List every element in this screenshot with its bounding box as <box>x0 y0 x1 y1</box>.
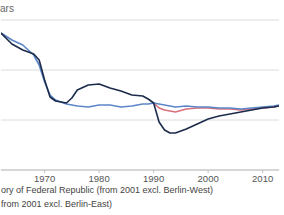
chart: ars 1970 1980 1990 2000 2010 ory of Federal Re… <box>0 0 284 215</box>
legend-entry: from 2001 excl. Berlin-East) <box>1 199 112 209</box>
legend-entry: ory of Federal Republic (from 2001 excl.… <box>1 185 213 195</box>
x-tick-label: 2010 <box>252 173 273 184</box>
x-tick-label: 1980 <box>89 173 110 184</box>
grid-line <box>1 170 279 171</box>
x-tick-label: 1990 <box>143 173 164 184</box>
grid-line <box>1 20 279 21</box>
x-axis-line <box>1 170 279 171</box>
x-tick-label: 1970 <box>34 173 55 184</box>
lines <box>1 33 279 133</box>
x-tick-label: 2000 <box>198 173 219 184</box>
grid-line <box>1 120 279 121</box>
series-line <box>1 33 279 133</box>
y-label: ars <box>0 3 14 14</box>
